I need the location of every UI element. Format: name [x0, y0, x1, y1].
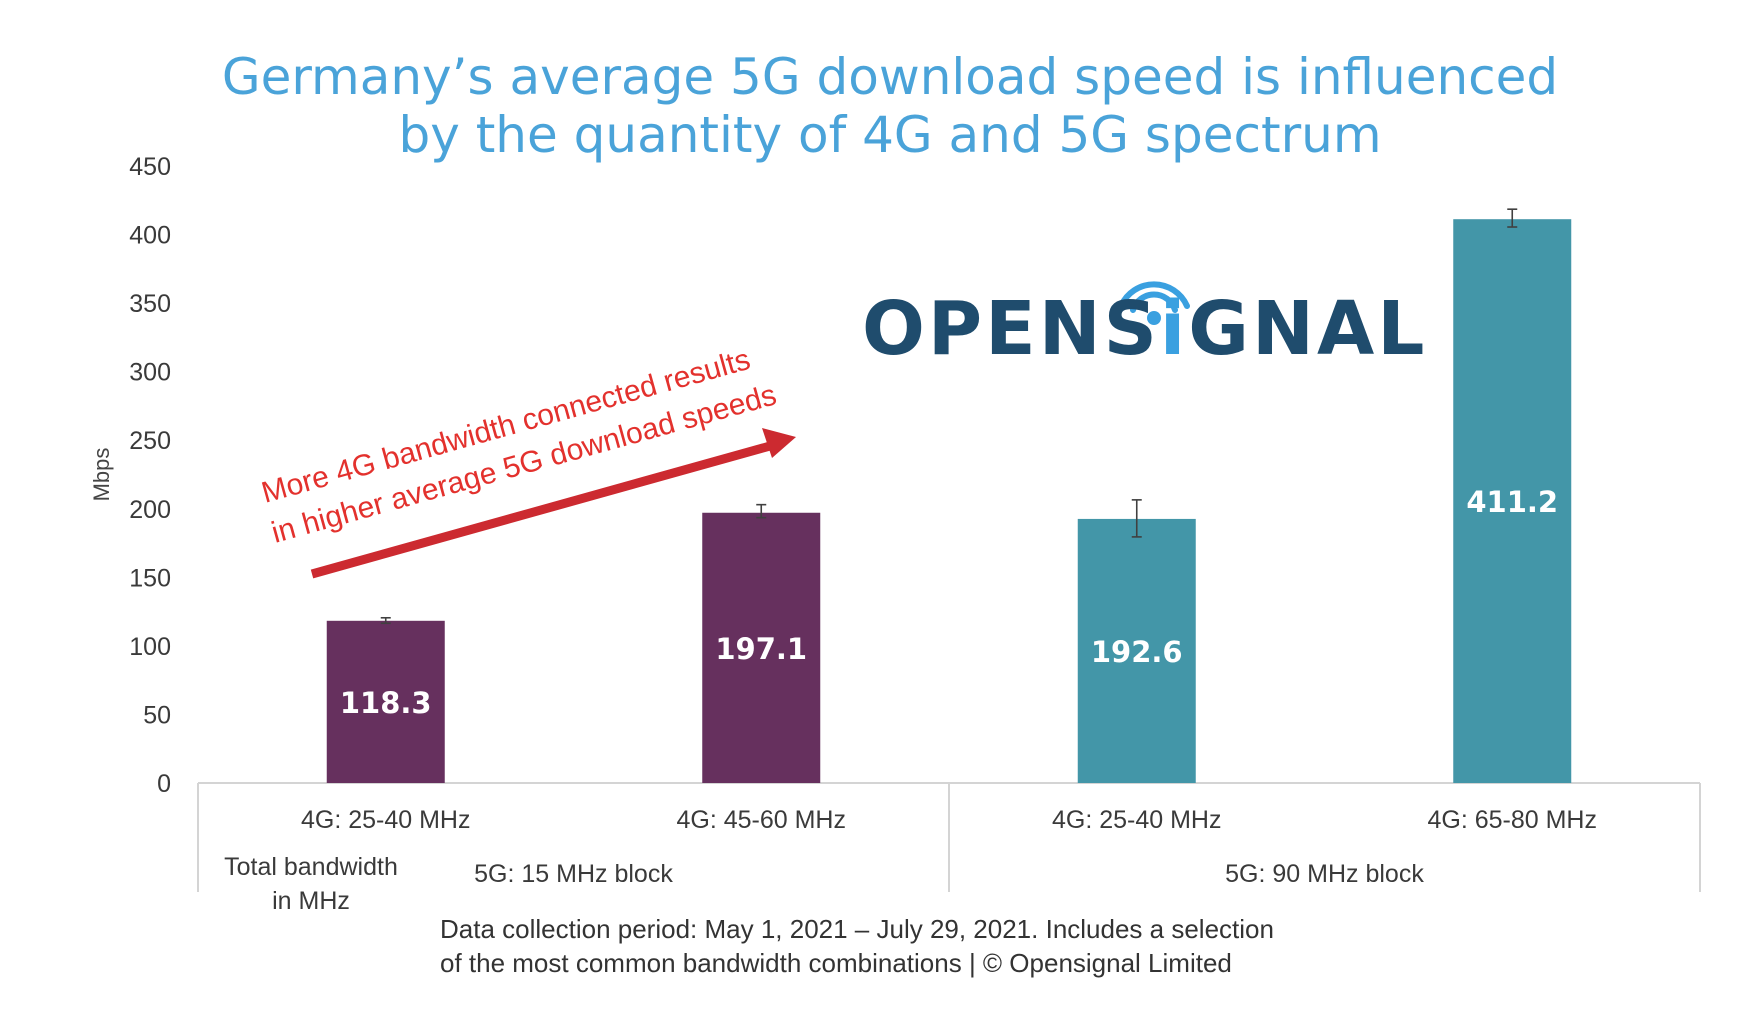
logo-wordmark: OPENSiGNAL	[862, 286, 1427, 372]
footer-line-1: Data collection period: May 1, 2021 – Ju…	[440, 914, 1274, 944]
y-tick-label: 100	[129, 633, 171, 661]
opensignal-logo: OPENSiGNAL	[862, 266, 1424, 372]
y-tick-label: 300	[129, 359, 171, 387]
data-label: 411.2	[1466, 485, 1558, 519]
y-tick-label: 450	[129, 153, 171, 181]
bar	[702, 512, 821, 783]
x-category-label: 4G: 45-60 MHz	[676, 806, 846, 834]
group-axis-label-line: Total bandwidth	[224, 853, 398, 881]
y-tick-label: 250	[129, 427, 171, 455]
bar	[1453, 219, 1572, 784]
footer-note: Data collection period: May 1, 2021 – Ju…	[440, 912, 1274, 980]
logo-text-i: i	[1159, 286, 1189, 372]
logo-text-start: OPENS	[862, 286, 1160, 372]
x-category-label: 4G: 25-40 MHz	[1052, 806, 1222, 834]
y-tick-label: 350	[129, 290, 171, 318]
signal-icon	[1118, 281, 1190, 325]
y-axis-label: Mbps	[89, 448, 114, 502]
logo-text-end: GNAL	[1188, 286, 1428, 372]
data-label: 197.1	[715, 632, 807, 666]
group-axis-label-line: in MHz	[272, 887, 350, 915]
chart-title: Germany’s average 5G download speed is i…	[0, 48, 1738, 164]
annotation-arrow-head	[762, 428, 796, 458]
y-tick-label: 150	[129, 564, 171, 592]
axis-layer: 0 50 100 150 200 250 300 350 400 450 Mbps 4G: 25-40…	[89, 153, 1701, 915]
y-tick-label: 400	[129, 222, 171, 250]
bar	[326, 620, 445, 783]
annotation-arrow-shaft	[310, 441, 772, 579]
footer-line-2: of the most common bandwidth combination…	[440, 948, 1232, 978]
bars-layer: 118.3 197.1 192.6 411.2	[326, 208, 1572, 784]
data-label: 118.3	[340, 686, 432, 720]
chart-title-line-2: by the quantity of 4G and 5G spectrum	[398, 106, 1382, 164]
x-category-label: 4G: 65-80 MHz	[1427, 806, 1597, 834]
x-category-label: 4G: 25-40 MHz	[301, 806, 471, 834]
chart-title-line-1: Germany’s average 5G download speed is i…	[221, 48, 1559, 106]
x-group-label: 5G: 15 MHz block	[474, 860, 673, 888]
y-tick-label: 50	[143, 701, 171, 729]
y-tick-label: 0	[157, 770, 171, 798]
data-label: 192.6	[1091, 635, 1183, 669]
x-group-label: 5G: 90 MHz block	[1225, 860, 1424, 888]
bar	[1077, 518, 1196, 783]
y-tick-label: 200	[129, 496, 171, 524]
